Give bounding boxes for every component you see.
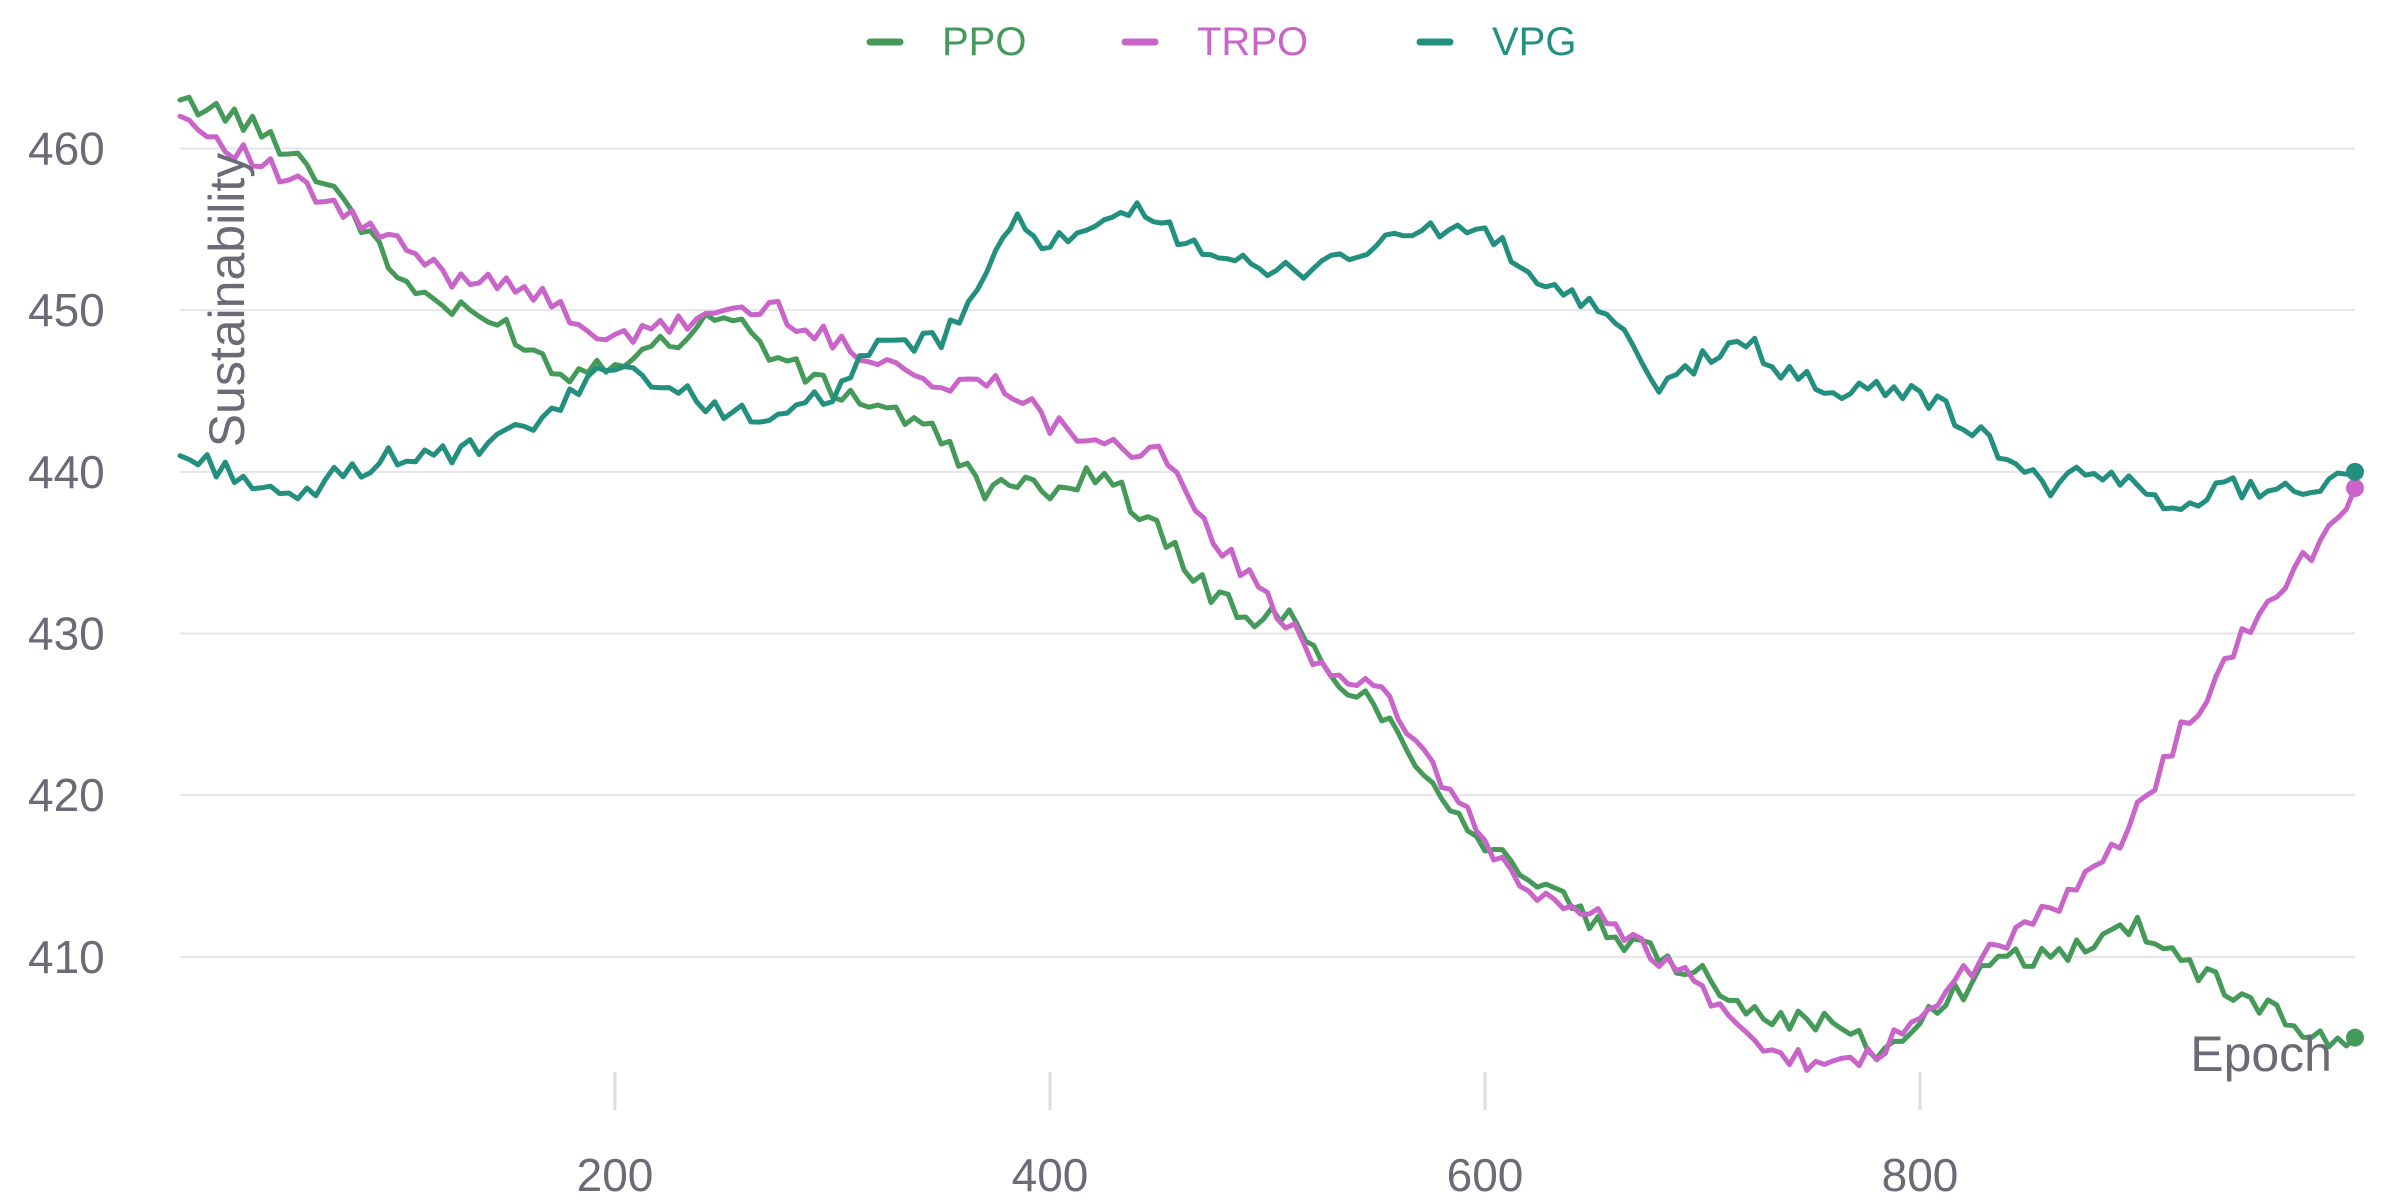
series-end-marker-vpg <box>2346 462 2364 481</box>
legend-item-ppo[interactable]: PPO <box>866 20 1026 64</box>
legend-label: PPO <box>942 20 1026 64</box>
y-tick-label: 440 <box>28 446 105 498</box>
legend-item-vpg[interactable]: VPG <box>1416 20 1576 64</box>
y-tick-label: 410 <box>28 931 105 983</box>
series-line-vpg <box>177 200 2358 512</box>
x-tick-label: 600 <box>1447 1149 1524 1200</box>
x-tick-label: 800 <box>1882 1149 1959 1200</box>
y-tick-label: 430 <box>28 608 105 660</box>
y-tick-label: 450 <box>28 284 105 336</box>
series-lines <box>177 94 2364 1073</box>
legend-label: TRPO <box>1197 20 1308 64</box>
series-end-marker-ppo <box>2346 1028 2364 1047</box>
legend[interactable]: PPO TRPO VPG <box>866 20 1576 64</box>
grid-lines <box>180 147 2355 958</box>
y-tick-label: 460 <box>28 123 105 175</box>
series-line-trpo <box>177 113 2358 1073</box>
x-axis-ticks: 200 400 600 800 <box>577 1072 1959 1200</box>
y-tick-label: 420 <box>28 769 105 821</box>
series-line-ppo <box>177 94 2358 1061</box>
y-axis-ticks: 410 420 430 440 450 460 <box>28 123 105 983</box>
y-axis-title: Sustainability <box>199 153 255 448</box>
x-tick-label: 200 <box>577 1149 654 1200</box>
x-axis-title: Epoch <box>2190 1026 2332 1082</box>
x-tick-label: 400 <box>1012 1149 1089 1200</box>
series-end-marker-trpo <box>2346 479 2364 497</box>
legend-label: VPG <box>1492 20 1576 64</box>
legend-item-trpo[interactable]: TRPO <box>1121 20 1308 64</box>
